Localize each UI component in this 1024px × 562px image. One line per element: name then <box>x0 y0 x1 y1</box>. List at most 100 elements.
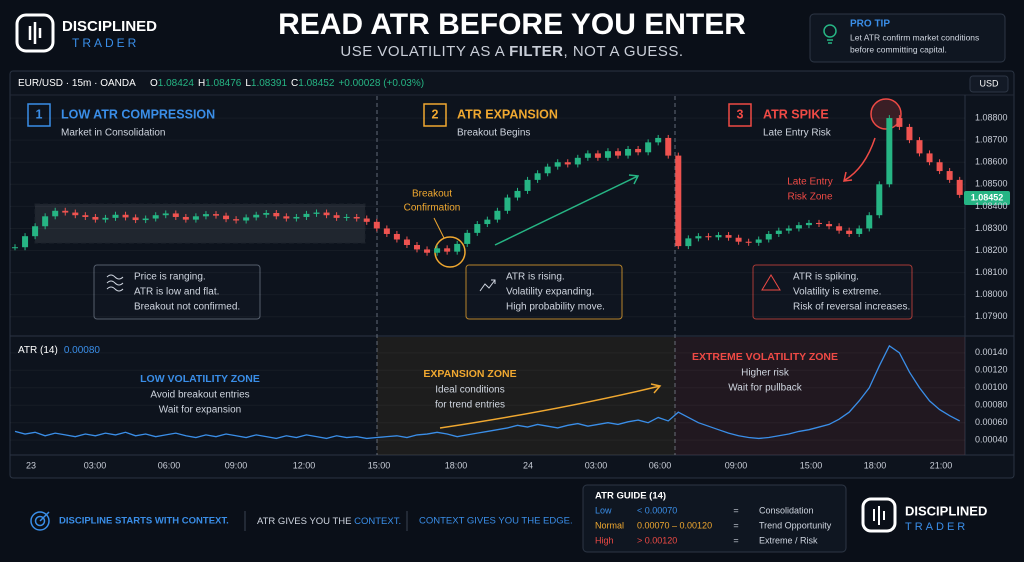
target-icon <box>30 511 50 531</box>
trend-icon <box>479 279 496 292</box>
label-part: H <box>198 78 205 89</box>
label-part: 1.08452 <box>298 78 335 89</box>
slogan: ATR GIVES YOU THE CONTEXT. <box>257 516 401 527</box>
candle <box>524 179 531 191</box>
candle <box>142 218 149 221</box>
y-tick-label: 1.08200 <box>975 245 1008 255</box>
candle <box>574 157 581 165</box>
candle <box>152 215 159 219</box>
y-tick-label: 0.00120 <box>975 365 1008 375</box>
candle <box>695 236 702 239</box>
x-tick-label: 06:00 <box>649 460 672 470</box>
candle <box>343 216 350 218</box>
y-tick-label: 1.08600 <box>975 157 1008 167</box>
candle <box>926 153 933 163</box>
candle <box>62 210 69 213</box>
logo-text: DISCIPLINED <box>905 503 987 518</box>
candle <box>625 148 632 156</box>
section-subtitle: Market in Consolidation <box>61 128 166 139</box>
logo-text: DISCIPLINED <box>62 18 157 35</box>
candle <box>906 126 913 141</box>
label-part: , NOT A GUESS. <box>563 43 683 60</box>
note-text: High probability move. <box>506 302 605 313</box>
zone-text: Avoid breakout entries <box>150 390 249 401</box>
label-part: CONTEXT. <box>354 516 401 527</box>
candle <box>826 224 833 227</box>
y-tick-label: 0.00080 <box>975 400 1008 410</box>
y-tick-label: 1.08100 <box>975 267 1008 277</box>
zone-title: EXTREME VOLATILITY ZONE <box>692 351 838 363</box>
arrow <box>439 383 662 429</box>
candle <box>102 217 109 220</box>
candle <box>424 249 431 253</box>
candle <box>182 216 189 220</box>
candle <box>745 241 752 243</box>
arrow <box>843 137 876 182</box>
callout: Late Entry <box>787 177 833 188</box>
candle <box>715 235 722 238</box>
label-part: 1.08424 <box>158 78 195 89</box>
candle <box>454 243 461 252</box>
candle <box>92 216 99 220</box>
note-text: Volatility is extreme. <box>793 287 881 298</box>
candle <box>213 214 219 216</box>
candle <box>665 137 672 156</box>
x-tick-label: 09:00 <box>725 460 748 470</box>
candle <box>132 217 139 221</box>
last-price-badge <box>964 191 1010 205</box>
candle <box>816 222 822 225</box>
section-subtitle: Breakout Begins <box>457 128 530 139</box>
callout: Risk Zone <box>787 192 832 203</box>
candle <box>635 148 642 153</box>
candle <box>414 245 420 250</box>
candle <box>72 212 79 216</box>
candle <box>866 215 873 229</box>
y-tick-label: 0.00140 <box>975 347 1008 357</box>
section-number: 2 <box>432 107 439 121</box>
currency: USD <box>979 78 999 88</box>
x-tick-label: 18:00 <box>864 460 887 470</box>
slogan: CONTEXT GIVES YOU THE EDGE. <box>419 516 573 527</box>
candle <box>192 216 199 220</box>
candle <box>785 228 792 231</box>
label-part: O <box>150 78 158 89</box>
zone-text: for trend entries <box>435 400 505 411</box>
section-badge <box>728 103 752 127</box>
logo-icon <box>15 13 55 53</box>
candle <box>263 213 270 215</box>
candle <box>223 215 230 220</box>
currency-dropdown[interactable] <box>969 75 1009 93</box>
candle <box>393 233 400 240</box>
candle <box>584 153 591 158</box>
guide-cell: Consolidation <box>759 505 814 515</box>
y-tick-label: 1.08000 <box>975 289 1008 299</box>
note-text: ATR is low and flat. <box>134 287 219 298</box>
title: READ ATR BEFORE YOU ENTER <box>278 8 746 41</box>
x-tick-label: 03:00 <box>84 460 107 470</box>
candle <box>233 219 240 221</box>
candle <box>615 151 621 156</box>
note-box <box>465 264 623 320</box>
candle <box>172 213 179 217</box>
candle <box>52 210 59 217</box>
candle <box>846 230 853 234</box>
logo-icon <box>861 497 897 533</box>
spike-circle <box>870 98 902 130</box>
pro-tip-title: PRO TIP <box>850 19 890 30</box>
candle <box>243 217 250 221</box>
note-box <box>752 264 913 320</box>
candle <box>202 214 209 217</box>
zone-title: EXPANSION ZONE <box>423 368 516 380</box>
label-part: 0.00080 <box>64 345 101 356</box>
candle <box>755 239 762 243</box>
candle <box>544 166 551 174</box>
section-title: LOW ATR COMPRESSION <box>61 107 215 121</box>
candle <box>484 219 491 225</box>
x-tick-label: 21:00 <box>930 460 953 470</box>
candle <box>122 214 129 218</box>
y-tick-label: 1.08800 <box>975 112 1008 122</box>
candle <box>514 190 521 198</box>
x-tick-label: 06:00 <box>158 460 181 470</box>
section-badge <box>27 103 51 127</box>
warning-icon <box>761 274 781 291</box>
